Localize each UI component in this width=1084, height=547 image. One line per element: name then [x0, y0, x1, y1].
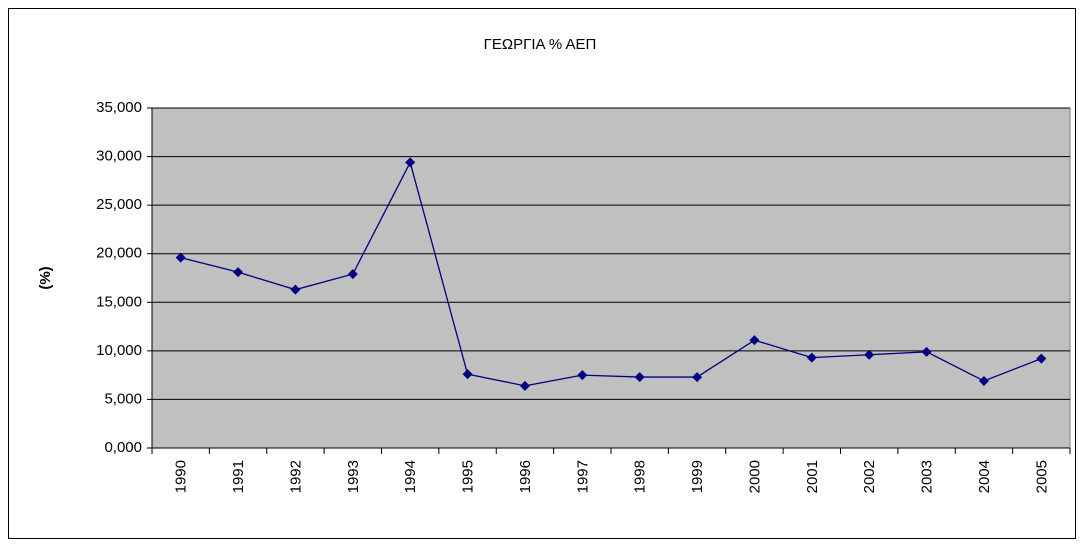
- x-tick-label: 2000: [746, 460, 763, 493]
- point-marker: [175, 252, 186, 263]
- y-tick-label: 0,000: [104, 439, 142, 456]
- point-marker: [864, 349, 875, 360]
- x-tick-label: 2005: [1033, 460, 1050, 493]
- y-tick-label: 15,000: [96, 293, 142, 310]
- y-tick-label: 25,000: [96, 196, 142, 213]
- point-marker: [347, 269, 358, 280]
- x-tick-label: 1993: [345, 460, 362, 493]
- x-tick-label: 1995: [460, 460, 477, 493]
- x-tick-label: 2004: [976, 460, 993, 493]
- point-marker: [405, 157, 416, 168]
- x-tick-label: 1994: [402, 460, 419, 493]
- point-marker: [1036, 353, 1047, 364]
- chart-title: ΓΕΩΡΓΙΑ % ΑΕΠ: [484, 36, 597, 53]
- y-tick-label: 30,000: [96, 148, 142, 165]
- x-tick-label: 1991: [230, 460, 247, 493]
- point-marker: [577, 370, 588, 381]
- y-tick-label: 35,000: [96, 99, 142, 116]
- point-marker: [290, 284, 301, 295]
- y-axis-label: (%): [37, 266, 54, 289]
- x-tick-label: 1990: [173, 460, 190, 493]
- y-tick-label: 5,000: [104, 390, 142, 407]
- x-tick-label: 1992: [287, 460, 304, 493]
- y-tick-label: 10,000: [96, 342, 142, 359]
- point-marker: [519, 380, 530, 391]
- x-tick-label: 1997: [574, 460, 591, 493]
- point-marker: [921, 346, 932, 357]
- point-marker: [233, 267, 244, 278]
- point-marker: [978, 375, 989, 386]
- point-marker: [634, 372, 645, 383]
- point-marker: [806, 352, 817, 363]
- point-marker: [749, 335, 760, 346]
- x-tick-label: 1998: [632, 460, 649, 493]
- x-tick-label: 1996: [517, 460, 534, 493]
- plot-area: [151, 107, 1071, 449]
- y-tick-label: 20,000: [96, 245, 142, 262]
- x-tick-label: 2001: [804, 460, 821, 493]
- x-tick-label: 1999: [689, 460, 706, 493]
- point-marker: [462, 369, 473, 380]
- point-marker: [692, 372, 703, 383]
- series-line: [180, 160, 1042, 387]
- x-tick-label: 2002: [861, 460, 878, 493]
- x-tick-label: 2003: [919, 460, 936, 493]
